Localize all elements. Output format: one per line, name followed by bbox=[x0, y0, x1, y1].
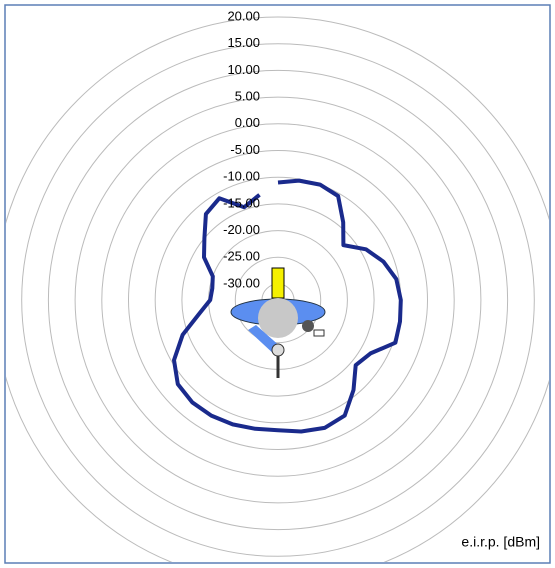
r-tick-label: 20.00 bbox=[227, 8, 260, 23]
grid-ring bbox=[127, 149, 429, 451]
device-icon bbox=[230, 267, 326, 378]
r-tick-label: 15.00 bbox=[227, 35, 260, 50]
grid-ring bbox=[21, 43, 535, 557]
grid-ring bbox=[47, 69, 509, 531]
grid-ring bbox=[74, 96, 482, 504]
grid-ring bbox=[181, 203, 375, 397]
grid-ring bbox=[234, 256, 322, 344]
r-tick-label: -30.00 bbox=[223, 275, 260, 290]
r-tick-label: -10.00 bbox=[223, 169, 260, 184]
r-tick-label: -20.00 bbox=[223, 222, 260, 237]
r-tick-label: 10.00 bbox=[227, 62, 260, 77]
r-tick-label: 5.00 bbox=[235, 89, 260, 104]
r-tick-label: -15.00 bbox=[223, 195, 260, 210]
pattern-line bbox=[172, 178, 403, 434]
r-tick-label: -25.00 bbox=[223, 249, 260, 264]
grid-ring bbox=[101, 123, 455, 477]
r-tick-label: 0.00 bbox=[235, 115, 260, 130]
annotation: e.i.r.p. [dBm] bbox=[461, 534, 540, 550]
grid-ring bbox=[6, 16, 549, 562]
r-tick-label: -5.00 bbox=[230, 142, 260, 157]
plot-area bbox=[6, 16, 549, 562]
